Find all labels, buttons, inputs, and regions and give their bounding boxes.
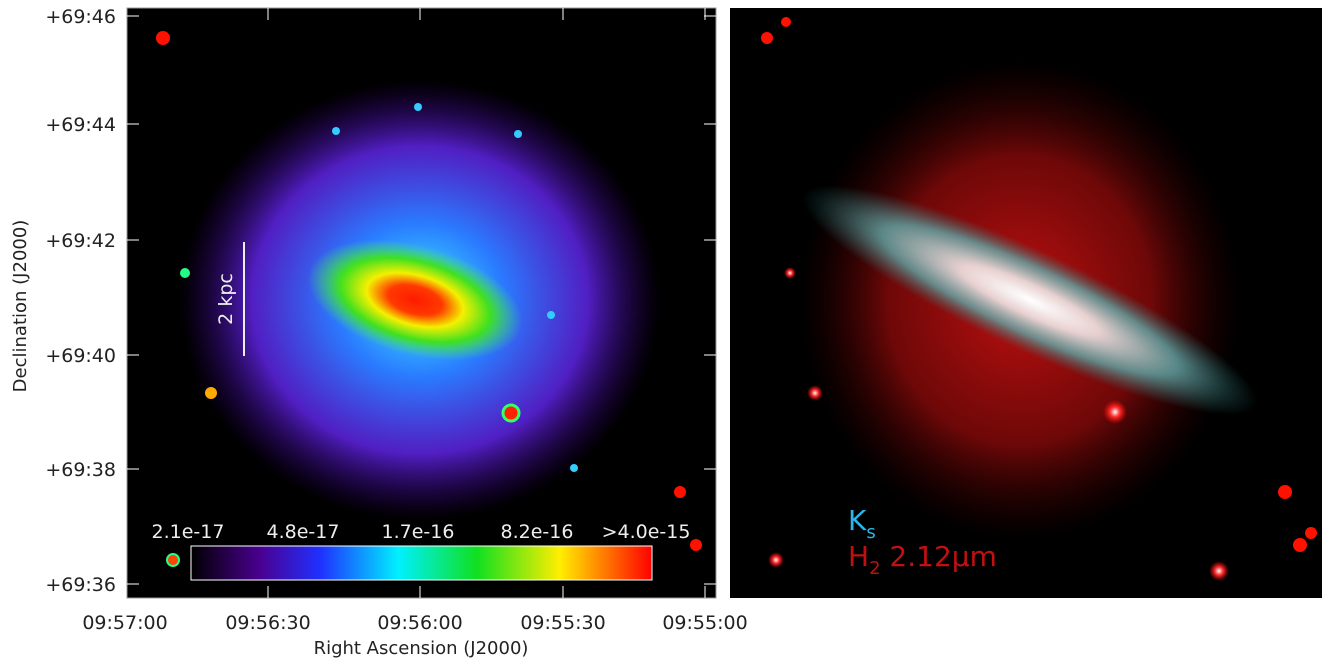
x-tick-label: 09:56:30 bbox=[225, 612, 310, 634]
colorbar-label: 8.2e-16 bbox=[501, 521, 574, 543]
y-tick-label: +69:42 bbox=[45, 230, 116, 252]
y-tick-label: +69:46 bbox=[45, 6, 116, 28]
y-tick-label: +69:38 bbox=[45, 459, 116, 481]
x-tick-label: 09:57:00 bbox=[82, 612, 167, 634]
right-panel: Ks H2 2.12μm bbox=[730, 8, 1322, 598]
colorbar-label: >4.0e-15 bbox=[602, 521, 691, 543]
colorbar-label: 2.1e-17 bbox=[152, 521, 225, 543]
x-tick-label: 09:55:00 bbox=[662, 612, 747, 634]
x-axis-title: Right Ascension (J2000) bbox=[314, 638, 529, 659]
y-axis-title: Declination (J2000) bbox=[10, 220, 31, 393]
left-panel: 2 kpc 2.1e-17 4.8e-17 1.7e-16 8.2e-16 >4.0e-… bbox=[10, 6, 748, 659]
colorbar-label: 4.8e-17 bbox=[267, 521, 340, 543]
figure: 2 kpc 2.1e-17 4.8e-17 1.7e-16 8.2e-16 >4.0e-… bbox=[0, 0, 1330, 665]
y-tick-label: +69:40 bbox=[45, 345, 116, 367]
x-tick-label: 09:55:30 bbox=[520, 612, 605, 634]
y-tick-label: +69:44 bbox=[45, 114, 116, 136]
colorbar-label: 1.7e-16 bbox=[382, 521, 455, 543]
scale-bar-label: 2 kpc bbox=[215, 273, 237, 325]
y-tick-label: +69:36 bbox=[45, 574, 116, 596]
colorbar bbox=[191, 546, 652, 580]
x-tick-label: 09:56:00 bbox=[377, 612, 462, 634]
